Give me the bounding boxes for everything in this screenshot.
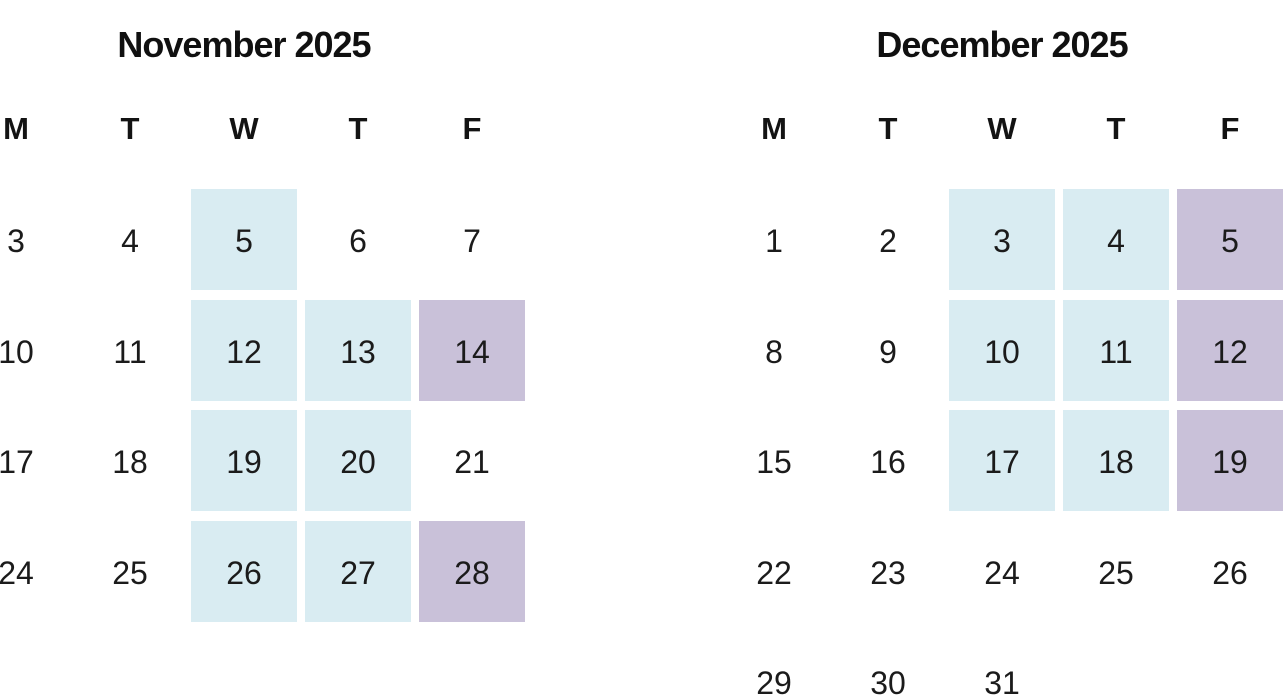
day-cell: 18: [112, 444, 148, 480]
day-cell: 17: [0, 444, 34, 480]
day-cell: 25: [112, 554, 148, 591]
day-cell: 30: [870, 665, 906, 700]
day-cell: 28: [419, 520, 525, 622]
day-cell: 11: [1063, 299, 1169, 401]
day-cell: 23: [870, 554, 906, 591]
day-cell: 10: [0, 333, 34, 370]
day-cell: 20: [305, 410, 411, 511]
weekday-label: F: [1220, 111, 1240, 146]
weekday-label: T: [120, 111, 140, 146]
day-cell: 9: [879, 333, 897, 370]
day-cell: 22: [756, 554, 792, 591]
day-cell: 15: [756, 444, 792, 480]
day-cell: 3: [7, 223, 25, 259]
day-cell: 29: [756, 665, 792, 700]
day-cell: 27: [305, 520, 411, 622]
day-cell: 10: [949, 299, 1055, 401]
month-title: December 2025: [876, 23, 1128, 65]
weeks-grid: 1 2 3 4 5 8 9 10 11 12 15 16 17 18 19 22 23 24 25 26 29 30 31: [721, 189, 1283, 700]
weekday-label: M: [761, 111, 787, 146]
day-cell: 11: [113, 333, 147, 370]
weekday-label: M: [3, 111, 29, 146]
day-cell: 12: [1177, 299, 1283, 401]
day-cell: 26: [191, 520, 297, 622]
day-cell: 13: [305, 299, 411, 401]
weekday-label: F: [462, 111, 482, 146]
calendar-month-november: November 2025 M T W T F 3 4 5 6 7 10 11 12 13 14 17 18 1…: [0, 0, 525, 700]
day-cell: 3: [949, 189, 1055, 290]
day-cell: 4: [1063, 189, 1169, 290]
day-cell: 5: [191, 189, 297, 290]
empty-cell: [1177, 631, 1283, 700]
day-cell: 1: [765, 223, 783, 259]
day-cell: 26: [1212, 554, 1248, 591]
day-cell: 14: [419, 299, 525, 401]
weekday-label: T: [348, 111, 368, 146]
day-cell: 16: [870, 444, 906, 480]
month-title: November 2025: [117, 23, 371, 65]
weekday-label: W: [987, 111, 1017, 146]
day-cell: 8: [765, 333, 783, 370]
day-cell: 17: [949, 410, 1055, 511]
day-cell: 24: [0, 554, 34, 591]
weekday-label: T: [1106, 111, 1126, 146]
day-cell: 6: [349, 223, 367, 259]
day-cell: 25: [1098, 554, 1134, 591]
day-cell: 7: [463, 223, 481, 259]
day-cell: 31: [984, 665, 1020, 700]
day-cell: 21: [454, 444, 490, 480]
weeks-grid: 3 4 5 6 7 10 11 12 13 14 17 18 19 20 21 24 25 26 27 28: [0, 189, 525, 622]
day-cell: 19: [191, 410, 297, 511]
day-cell: 2: [879, 223, 897, 259]
day-cell: 19: [1177, 410, 1283, 511]
day-cell: 4: [121, 223, 139, 259]
day-cell: 18: [1063, 410, 1169, 511]
empty-cell: [1063, 631, 1169, 700]
day-cell: 5: [1177, 189, 1283, 290]
day-cell: 24: [984, 554, 1020, 591]
day-cell: 12: [191, 299, 297, 401]
weekday-label: W: [229, 111, 259, 146]
weekday-label: T: [878, 111, 898, 146]
